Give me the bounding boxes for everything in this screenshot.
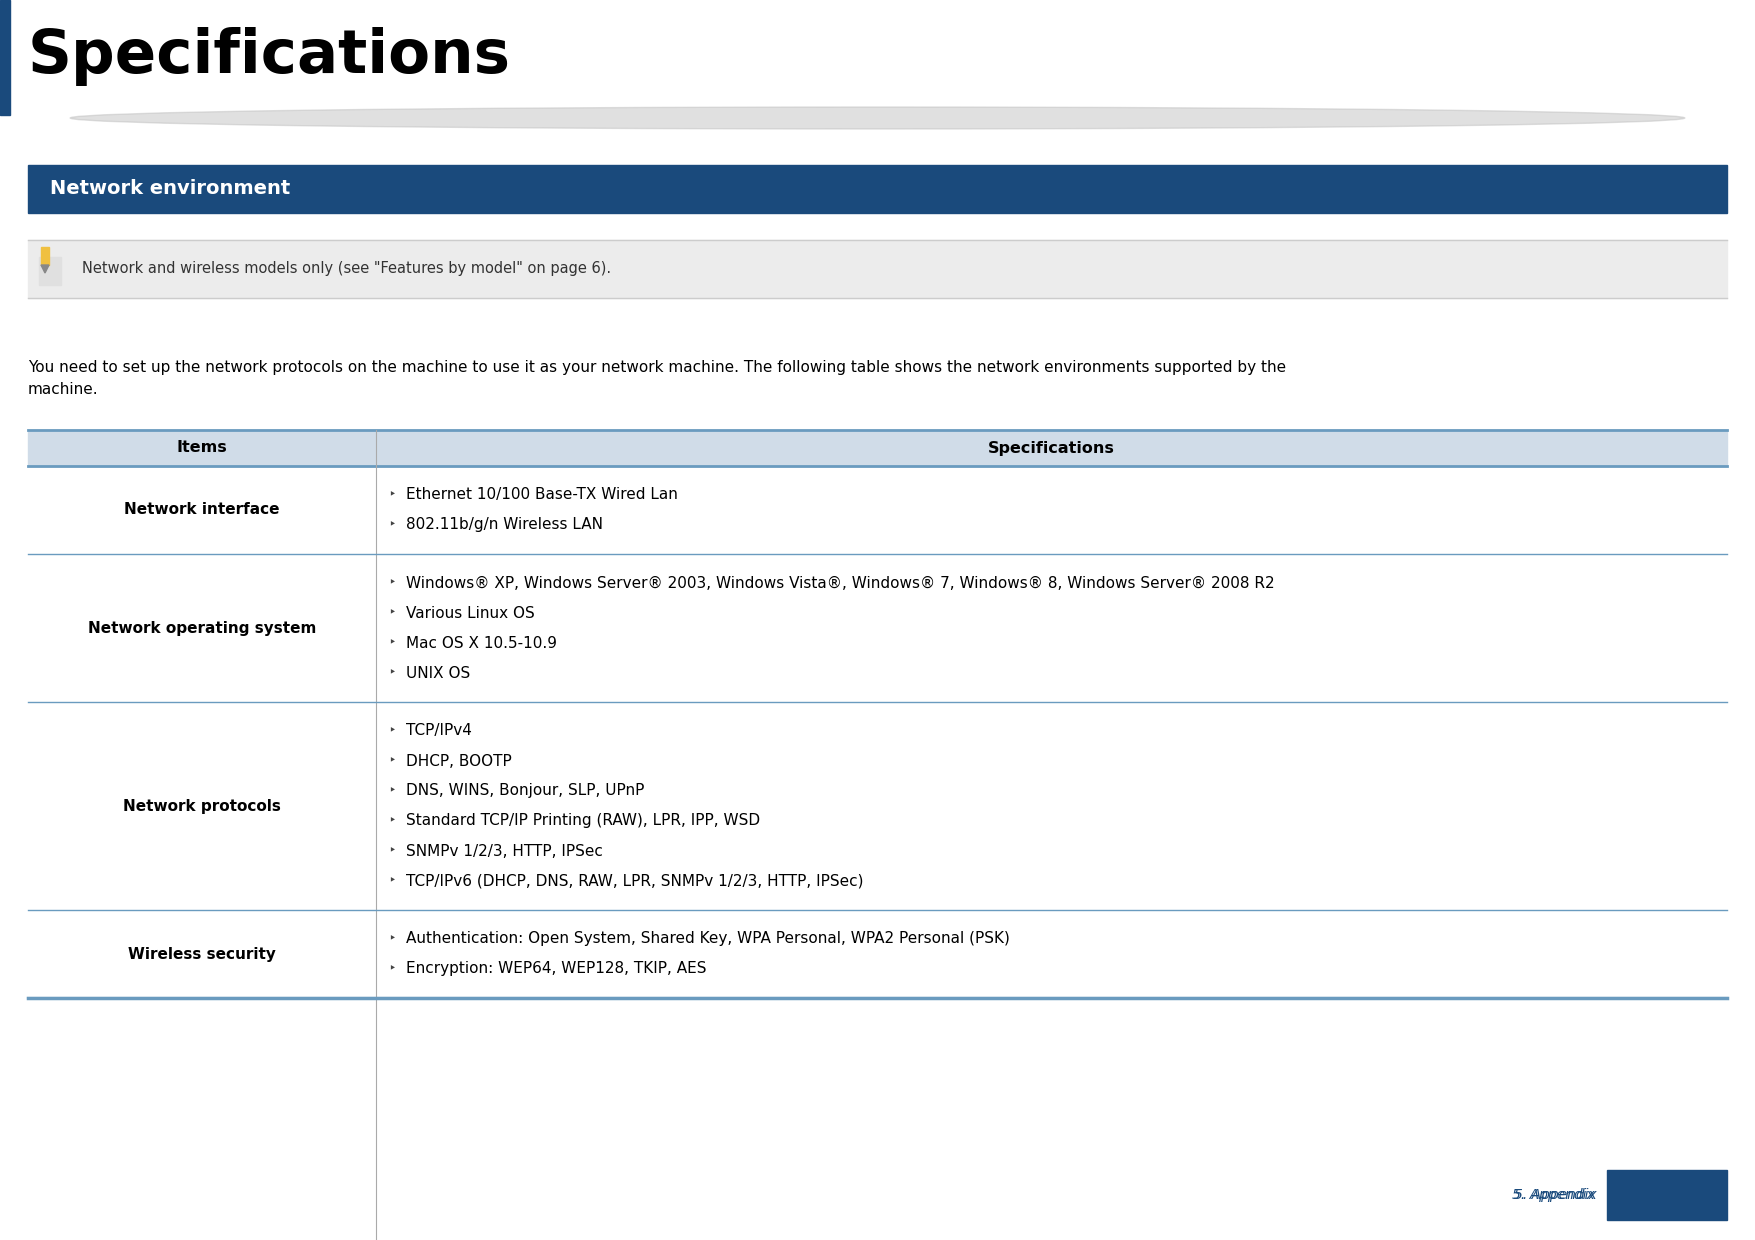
Text: Encryption: WEP64, WEP128, TKIP, AES: Encryption: WEP64, WEP128, TKIP, AES <box>405 961 707 977</box>
Text: Network interface: Network interface <box>125 502 279 517</box>
Text: Items: Items <box>177 440 228 455</box>
Text: ‣: ‣ <box>388 962 395 976</box>
Text: 802.11b/g/n Wireless LAN: 802.11b/g/n Wireless LAN <box>405 517 604 532</box>
Text: ‣: ‣ <box>388 636 395 650</box>
Text: ‣: ‣ <box>388 754 395 768</box>
Bar <box>28 165 1727 213</box>
Text: DHCP, BOOTP: DHCP, BOOTP <box>405 754 512 769</box>
Text: 78: 78 <box>1651 1185 1683 1205</box>
Bar <box>39 257 61 285</box>
Text: TCP/IPv6 (DHCP, DNS, RAW, LPR, SNMPv 1/2/3, HTTP, IPSec): TCP/IPv6 (DHCP, DNS, RAW, LPR, SNMPv 1/2… <box>405 873 863 889</box>
Text: ‣: ‣ <box>388 489 395 501</box>
Text: Windows® XP, Windows Server® 2003, Windows Vista®, Windows® 7, Windows® 8, Windo: Windows® XP, Windows Server® 2003, Windo… <box>405 575 1274 590</box>
Polygon shape <box>40 265 49 273</box>
Text: Various Linux OS: Various Linux OS <box>405 605 535 620</box>
Text: ‣: ‣ <box>388 724 395 738</box>
Text: 5. Appendix: 5. Appendix <box>1513 1188 1595 1202</box>
Text: ‣: ‣ <box>388 932 395 945</box>
Text: Standard TCP/IP Printing (RAW), LPR, IPP, WSD: Standard TCP/IP Printing (RAW), LPR, IPP… <box>405 813 760 828</box>
Text: Mac OS X 10.5-10.9: Mac OS X 10.5-10.9 <box>405 635 556 651</box>
Text: ‣: ‣ <box>388 518 395 532</box>
Text: ‣: ‣ <box>388 785 395 797</box>
Ellipse shape <box>70 107 1685 129</box>
Text: ‣: ‣ <box>388 874 395 888</box>
Text: Ethernet 10/100 Base-TX Wired Lan: Ethernet 10/100 Base-TX Wired Lan <box>405 487 677 502</box>
Bar <box>28 430 1727 466</box>
Text: Authentication: Open System, Shared Key, WPA Personal, WPA2 Personal (PSK): Authentication: Open System, Shared Key,… <box>405 931 1009 946</box>
Text: Specifications: Specifications <box>28 27 511 87</box>
Text: Network environment: Network environment <box>49 180 290 198</box>
Text: machine.: machine. <box>28 382 98 397</box>
Text: ‣: ‣ <box>388 815 395 827</box>
Text: DNS, WINS, Bonjour, SLP, UPnP: DNS, WINS, Bonjour, SLP, UPnP <box>405 784 644 799</box>
Text: ‣: ‣ <box>388 577 395 589</box>
Text: SNMPv 1/2/3, HTTP, IPSec: SNMPv 1/2/3, HTTP, IPSec <box>405 843 604 858</box>
Text: Network and wireless models only (see "Features by model" on page 6).: Network and wireless models only (see "F… <box>82 262 611 277</box>
Text: Network operating system: Network operating system <box>88 620 316 635</box>
Text: ‣: ‣ <box>388 606 395 620</box>
Text: Specifications: Specifications <box>988 440 1114 455</box>
Bar <box>40 247 49 265</box>
Text: You need to set up the network protocols on the machine to use it as your networ: You need to set up the network protocols… <box>28 360 1286 374</box>
Text: Wireless security: Wireless security <box>128 946 276 961</box>
Text: ‣: ‣ <box>388 844 395 858</box>
Text: Network protocols: Network protocols <box>123 799 281 813</box>
Bar <box>1608 1171 1727 1220</box>
Bar <box>0 0 11 115</box>
Text: UNIX OS: UNIX OS <box>405 666 470 681</box>
Text: ‣: ‣ <box>388 667 395 680</box>
Text: 5. Appendix: 5. Appendix <box>1515 1188 1597 1202</box>
Bar <box>28 241 1727 298</box>
Text: TCP/IPv4: TCP/IPv4 <box>405 723 472 739</box>
